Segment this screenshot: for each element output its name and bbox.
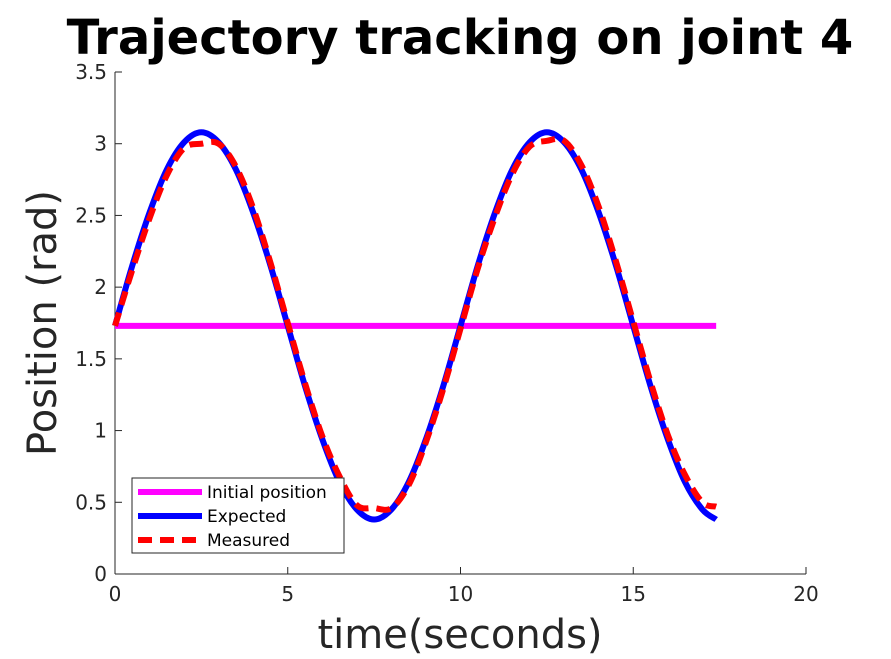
y-tick-label: 3 xyxy=(94,132,107,156)
chart-title: Trajectory tracking on joint 4 xyxy=(67,10,854,66)
x-axis-label: time(seconds) xyxy=(317,612,602,658)
y-tick-label: 2.5 xyxy=(75,203,107,227)
plot-area: 0 5 10 15 20 0 0.5 1 1.5 2 2.5 3 3.5 xyxy=(75,60,819,606)
legend-label-measured: Measured xyxy=(207,531,290,551)
y-tick-label: 1 xyxy=(94,419,107,443)
x-tick-label: 20 xyxy=(793,582,818,606)
x-tick-label: 10 xyxy=(448,582,473,606)
x-tick-label: 15 xyxy=(621,582,646,606)
series-layer xyxy=(112,129,718,523)
y-tick-label: 1.5 xyxy=(75,347,107,371)
y-axis-label: Position (rad) xyxy=(20,190,66,456)
series-measured-line xyxy=(112,135,718,513)
y-ticks: 0 0.5 1 1.5 2 2.5 3 3.5 xyxy=(75,60,122,586)
y-tick-label: 3.5 xyxy=(75,60,107,84)
x-tick-label: 5 xyxy=(281,582,294,606)
y-tick-label: 0.5 xyxy=(75,490,107,514)
legend-label-expected: Expected xyxy=(207,507,286,527)
legend: Initial position Expected Measured xyxy=(131,477,345,554)
legend-label-initial: Initial position xyxy=(207,483,327,503)
x-tick-label: 0 xyxy=(109,582,122,606)
x-ticks: 0 5 10 15 20 xyxy=(109,567,819,606)
y-tick-label: 0 xyxy=(94,562,107,586)
y-tick-label: 2 xyxy=(94,275,107,299)
